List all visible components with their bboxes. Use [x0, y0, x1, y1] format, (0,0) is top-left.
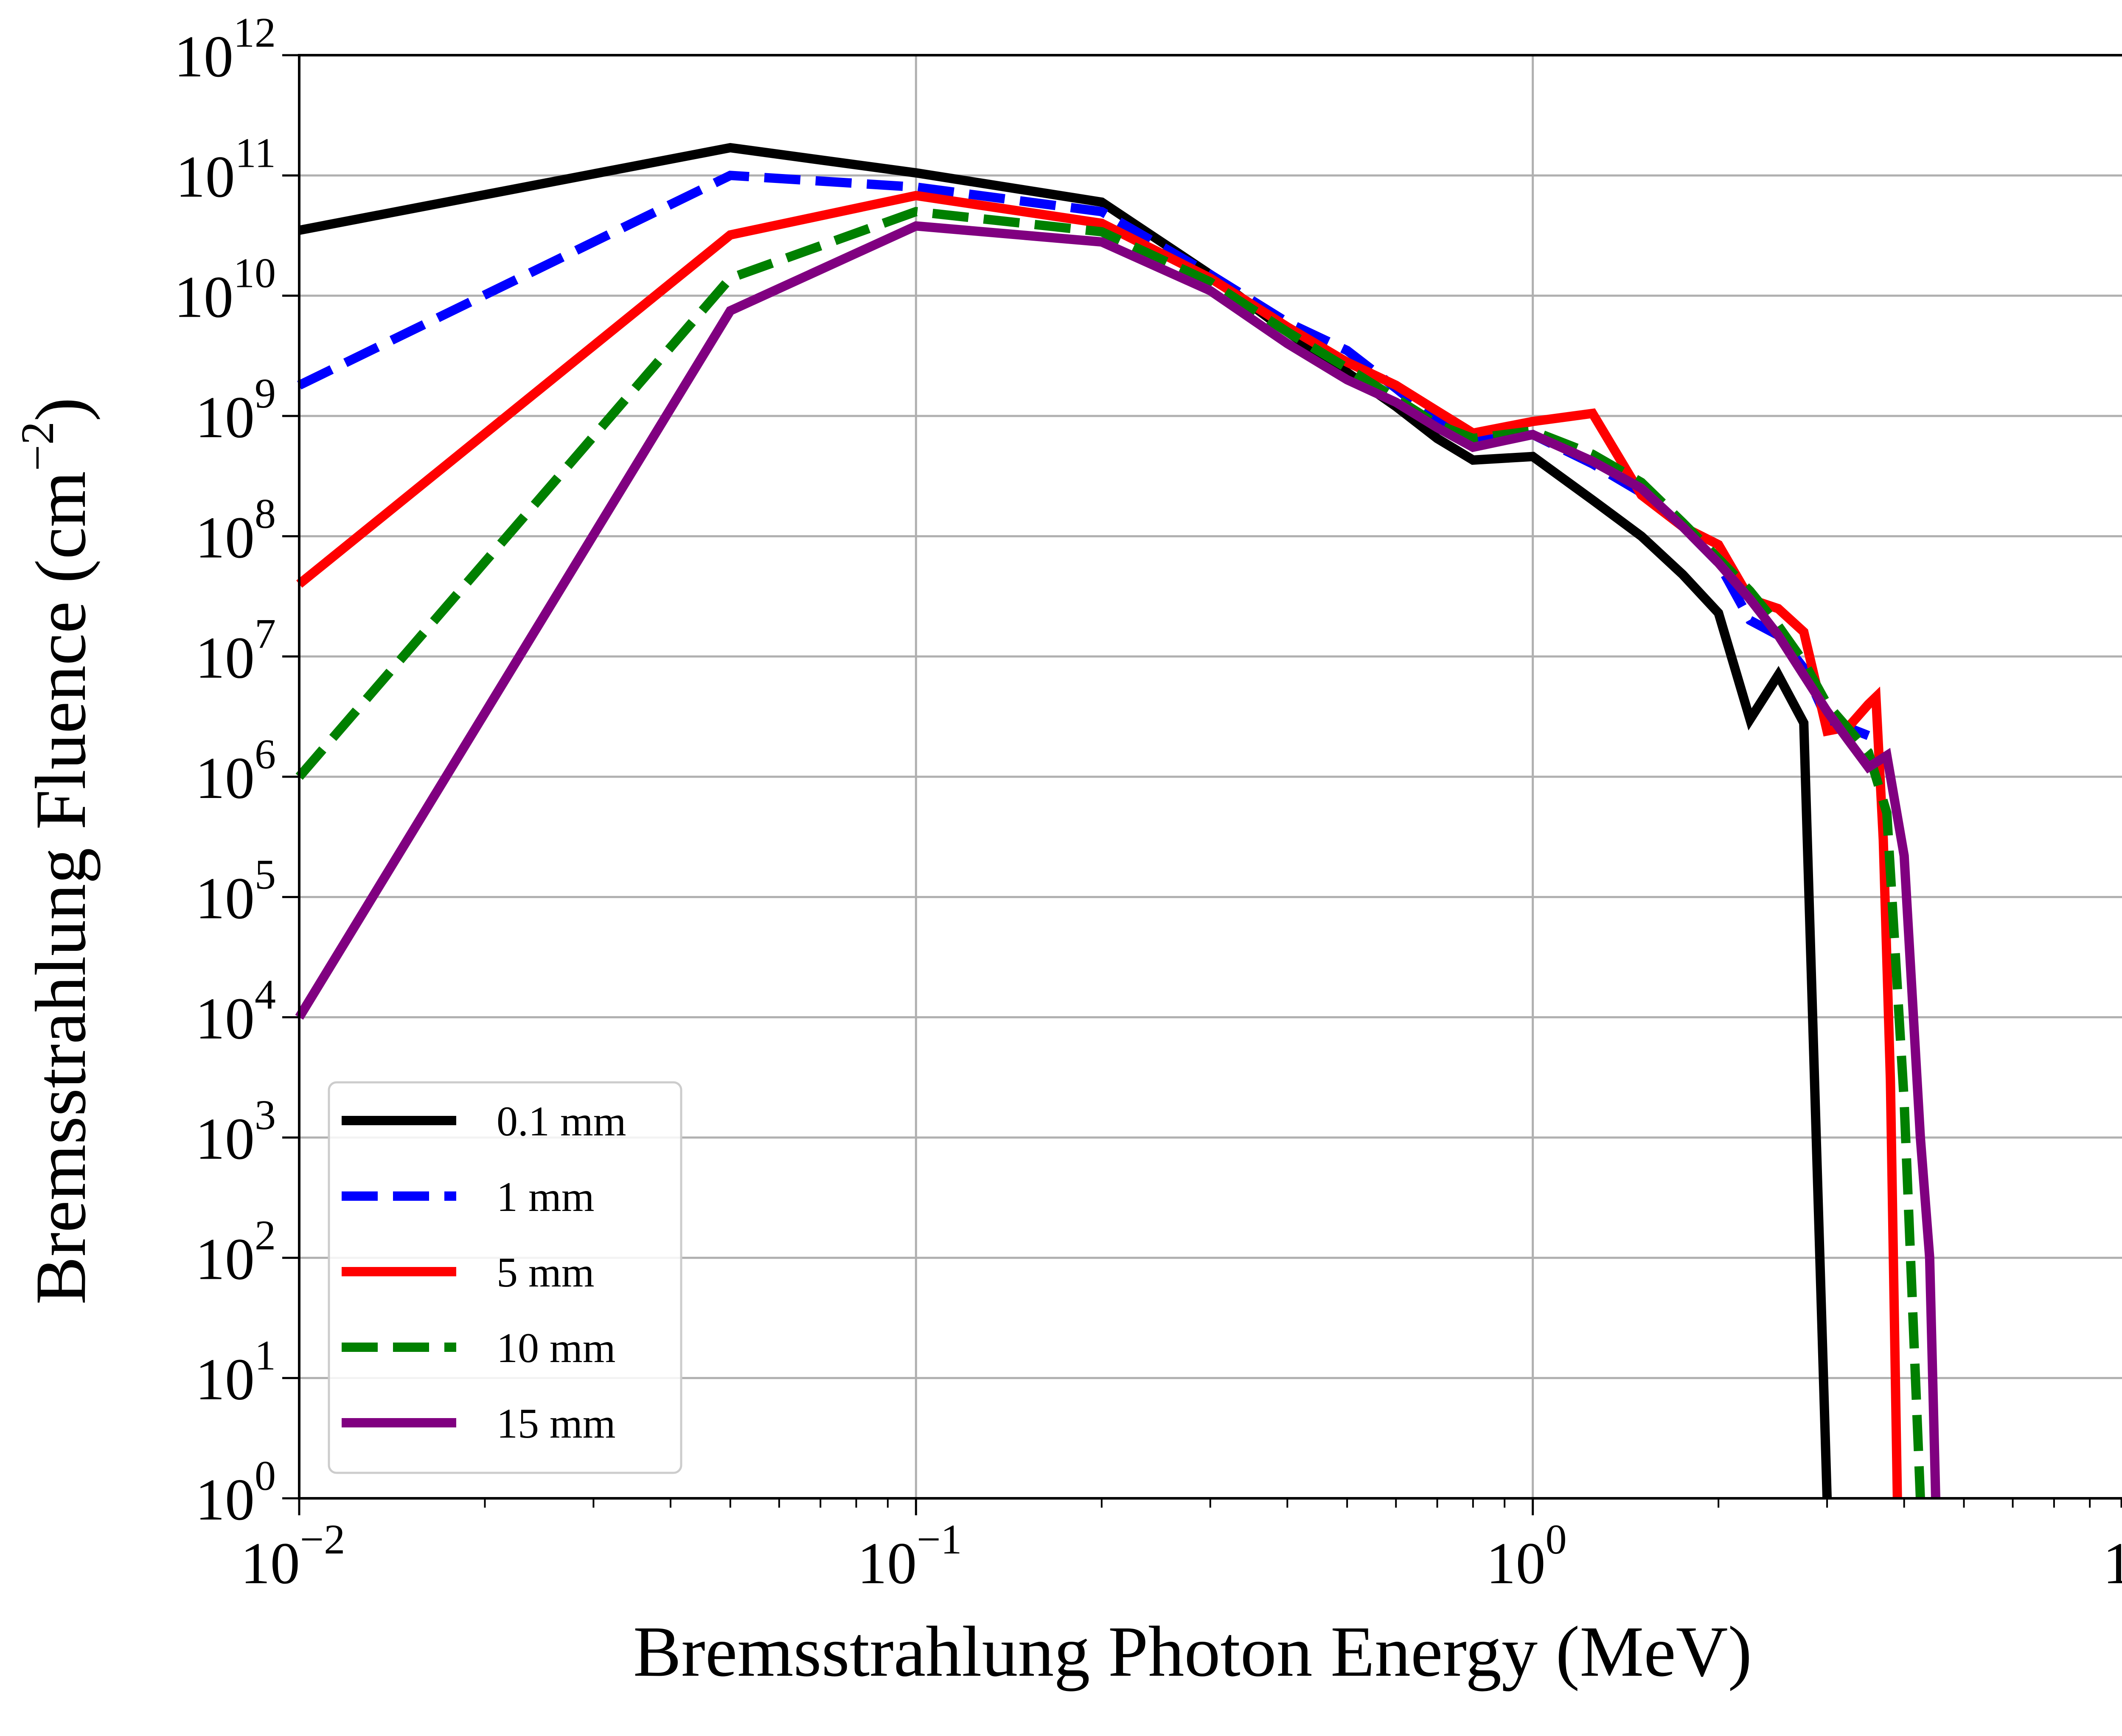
series-layer: [295, 143, 1940, 1499]
y-tick-label-exponent: 8: [255, 490, 276, 537]
y-axis-title-text: Bremsstrahlung Fluence (cm: [21, 471, 101, 1305]
y-tick-label-base: 10: [174, 24, 233, 90]
y-tick-label-exponent: 5: [255, 851, 276, 898]
x-tick-label-exponent: −2: [300, 1516, 345, 1563]
y-tick-label: 103: [195, 1091, 276, 1172]
x-tick-label: 10−1: [857, 1516, 962, 1596]
minor-ticks: [484, 1498, 2122, 1508]
y-tick-label: 102: [195, 1211, 276, 1292]
x-tick-label-base: 10: [857, 1531, 917, 1596]
y-tick-label: 101: [195, 1332, 276, 1413]
y-tick-label: 104: [195, 971, 276, 1052]
x-axis-title: Bremsstrahlung Photon Energy (MeV): [633, 1612, 1752, 1691]
legend-frame: [328, 1081, 682, 1474]
y-tick-label-base: 10: [195, 1467, 255, 1533]
y-tick-label: 100: [195, 1452, 276, 1533]
series-line-0-1-mm: [298, 143, 1832, 1499]
y-tick-label-base: 10: [174, 264, 233, 330]
x-tick-label: 10−2: [241, 1516, 345, 1596]
y-tick-label-exponent: 2: [255, 1211, 276, 1258]
y-tick-label-exponent: 0: [255, 1452, 276, 1499]
y-tick-label-base: 10: [195, 1226, 255, 1292]
y-tick-labels: 1001011021031041051061071081091010101110…: [174, 9, 276, 1533]
x-tick-label: 100: [1486, 1516, 1567, 1596]
major-ticks: [282, 54, 1534, 1515]
y-axis-title-superscript: −2: [11, 421, 63, 471]
y-tick-label: 108: [195, 490, 276, 570]
y-tick-label-exponent: 9: [255, 370, 276, 417]
y-tick-label-base: 10: [195, 986, 255, 1052]
y-tick-label: 106: [195, 730, 276, 811]
y-tick-label-base: 10: [195, 1347, 255, 1413]
series-line-15-mm: [295, 221, 1940, 1499]
y-tick-label-exponent: 7: [255, 610, 276, 657]
y-tick-label-exponent: 1: [255, 1332, 276, 1379]
x-tick-label-exponent: −1: [917, 1516, 962, 1563]
x-tick-label-exponent: 0: [1546, 1516, 1567, 1563]
y-tick-label-exponent: 3: [255, 1091, 276, 1138]
y-tick-label-exponent: 12: [233, 9, 276, 56]
y-tick-label-base: 10: [176, 144, 235, 210]
y-tick-label-exponent: 10: [233, 250, 276, 297]
y-tick-label-base: 10: [195, 625, 255, 691]
legend-label: 10 mm: [497, 1324, 616, 1371]
y-tick-label-base: 10: [195, 745, 255, 811]
y-axis-title-close: ): [21, 397, 101, 421]
legend-label: 0.1 mm: [497, 1098, 626, 1145]
legend-label: 5 mm: [497, 1249, 595, 1296]
legend-label: 15 mm: [497, 1400, 616, 1447]
y-tick-label-exponent: 6: [255, 730, 276, 778]
legend-label: 1 mm: [497, 1173, 595, 1220]
y-tick-label-base: 10: [195, 385, 255, 450]
y-tick-label-base: 10: [195, 1106, 255, 1172]
y-axis-title: Bremsstrahlung Fluence (cm−2): [11, 397, 101, 1305]
y-tick-label-exponent: 11: [235, 129, 276, 176]
y-tick-label-base: 10: [195, 505, 255, 570]
y-tick-label-base: 10: [195, 865, 255, 931]
y-tick-label: 1010: [174, 250, 276, 330]
y-tick-label: 1012: [174, 9, 276, 90]
legend: 0.1 mm 1 mm 5 mm 10 mm 15 mm: [328, 1081, 682, 1474]
x-tick-label-base: 10: [1486, 1531, 1546, 1596]
legend-entries: 0.1 mm 1 mm 5 mm 10 mm 15 mm: [342, 1098, 626, 1447]
y-tick-label-exponent: 4: [255, 971, 276, 1018]
x-tick-label: 101: [2103, 1516, 2122, 1596]
x-tick-label-base: 10: [241, 1531, 300, 1596]
y-tick-label: 109: [195, 370, 276, 450]
y-tick-label: 1011: [176, 129, 276, 210]
y-tick-label: 107: [195, 610, 276, 691]
x-tick-label-base: 10: [2103, 1531, 2122, 1596]
series-line-10-mm: [295, 207, 1925, 1499]
y-tick-label: 105: [195, 851, 276, 931]
